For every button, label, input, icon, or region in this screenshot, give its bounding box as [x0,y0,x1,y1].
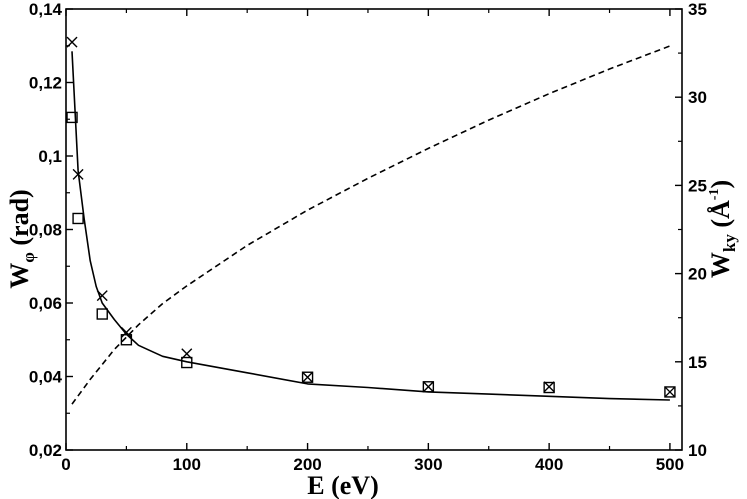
cross-marker-stroke [543,381,555,393]
square-marker [120,334,133,346]
y-left-tick-label: 0,08 [29,221,62,240]
y-right-axis-title: Wky (Å-1) [706,180,739,278]
square-marker [664,386,676,398]
y-left-tick-label: 0,14 [29,0,63,19]
x-tick-label: 0 [61,455,70,474]
cross-marker [96,290,108,302]
y-left-title-suffix: (rad) [5,189,34,252]
y-right-tick-label: 10 [688,441,707,460]
square-marker [543,381,555,394]
x-tick-label: 500 [656,455,684,474]
y-right-title-sup: -1 [707,189,722,201]
cross-marker [422,381,434,393]
y-left-title-sub: φ [19,252,38,263]
y-left-axis-title: Wφ (rad) [5,189,38,288]
square-marker [301,371,314,383]
y-right-title-close: ) [706,180,735,189]
cross-marker [72,168,84,180]
plot-layer [66,36,676,405]
square-marker [96,308,108,320]
plot-frame [65,8,683,451]
y-right-tick-label: 35 [688,0,707,19]
y-left-tick-label: 0,1 [38,147,62,166]
cross-marker-stroke [96,290,108,302]
x-tick-label: 400 [535,455,563,474]
y-left-title-main: W [5,263,34,289]
cross-marker [120,326,132,338]
cross-marker-stroke [664,386,676,398]
y-left-tick-label: 0,04 [29,368,63,387]
x-axis-title: E (eV) [307,471,378,499]
y-right-tick-label: 20 [688,265,707,284]
y-right-tick-label: 30 [688,88,707,107]
square-marker [66,111,78,124]
cross-marker-stroke [72,168,84,180]
dashed-series-line [71,45,671,405]
y-right-tick-label: 15 [688,353,707,372]
cross-marker-stroke [302,371,314,383]
square-marker [72,212,84,225]
cross-marker-stroke [422,381,434,393]
cross-marker [543,381,555,393]
y-right-tick-label: 25 [688,176,707,195]
x-tick-label: 100 [173,455,201,474]
cross-marker [664,386,676,398]
y-right-title-open: ( [706,219,735,234]
solid-series-line [71,51,670,401]
y-right-title-sub: ky [720,234,739,252]
square-marker [181,356,193,369]
y-left-tick-label: 0,06 [29,294,62,313]
y-right-title-unit: Å [706,200,735,219]
cross-marker-stroke [120,326,132,338]
y-left-tick-label: 0,02 [29,441,62,460]
cross-marker [302,371,314,383]
x-tick-label: 200 [293,455,321,474]
axes-layer: 0 100 200 300 400 500 0,02 0,04 0,06 0,08 0,1 0,12 0… [29,0,707,474]
square-marker [422,381,435,393]
y-right-title-main: W [706,252,735,278]
y-left-tick-label: 0,12 [29,74,62,93]
x-tick-label: 300 [414,455,442,474]
